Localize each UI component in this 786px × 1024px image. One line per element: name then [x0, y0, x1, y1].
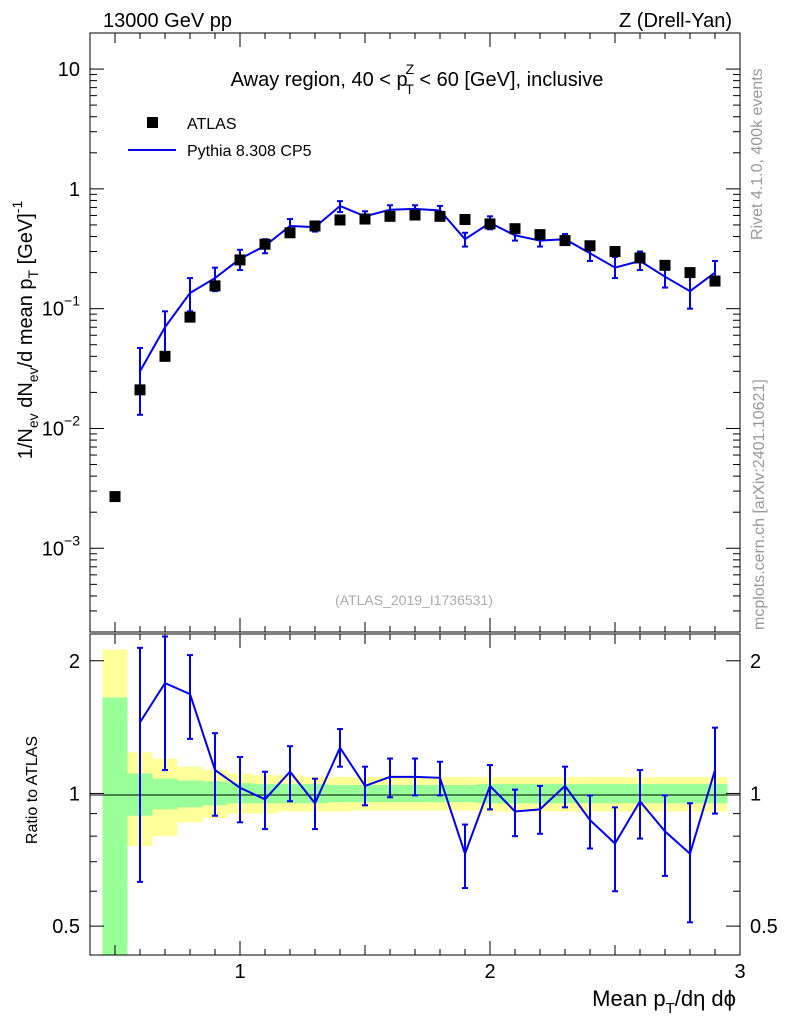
- mcplots-reference-label: mcplots.cern.ch [arXiv:2401.10621]: [751, 379, 768, 630]
- data-point-marker: [109, 491, 121, 503]
- x-tick-label: 2: [484, 961, 495, 983]
- main-y-axis-label: 1/Nev dNev/d mean pT [GeV]-1: [9, 201, 41, 460]
- ylabel-sub2: ev: [25, 367, 41, 382]
- data-point-marker: [434, 210, 446, 222]
- xlabel-sub1: T: [666, 1000, 675, 1017]
- ylabel-sub1: ev: [25, 413, 41, 428]
- data-point-marker: [509, 223, 521, 235]
- y-tick-label-exponent: −2: [64, 412, 80, 428]
- data-point-marker: [284, 227, 296, 239]
- main-plot-title: Away region, 40 < pZ T < 60 [GeV], inclus…: [231, 61, 604, 97]
- data-point-marker: [359, 213, 371, 225]
- uncertainty-band-inner: [652, 784, 678, 804]
- data-point-marker: [659, 259, 671, 271]
- data-point-marker: [159, 350, 171, 362]
- ratio-y-tick-label-right: 1: [750, 783, 761, 805]
- ratio-y-tick-label-right: 2: [750, 651, 761, 673]
- ratio-y-tick-label-left: 2: [69, 651, 80, 673]
- ratio-y-tick-label-right: 0.5: [750, 916, 778, 938]
- data-point-marker: [134, 384, 146, 396]
- data-point-marker: [484, 218, 496, 230]
- uncertainty-band-inner: [452, 785, 478, 803]
- uncertainty-band-inner: [677, 784, 703, 804]
- uncertainty-band-inner: [177, 780, 203, 808]
- ratio-panel: 0.5 0.5 1 1 2 2 1 2 3 Ratio to ATLAS Mean pT/dη …: [24, 633, 778, 1017]
- data-point-marker: [234, 254, 246, 266]
- uncertainty-band-inner: [327, 785, 353, 803]
- y-tick-label-exponent: −1: [64, 293, 80, 309]
- data-point-marker: [309, 220, 321, 232]
- ylabel-part4: [GeV]: [15, 213, 37, 270]
- data-point-marker: [259, 238, 271, 250]
- title-sub-t: T: [405, 81, 414, 97]
- ratio-y-tick-label-left: 1: [69, 783, 80, 805]
- title-sup-z: Z: [406, 61, 415, 77]
- rivet-version-label: Rivet 4.1.0, 400k events: [749, 68, 766, 240]
- y-tick-label-exponent: −3: [64, 532, 80, 548]
- legend-data-label: ATLAS: [187, 116, 237, 133]
- ratio-plot-frame: [89, 633, 741, 956]
- main-plot-frame: [89, 32, 741, 633]
- data-point-marker: [559, 235, 571, 247]
- xlabel-part1: Mean p: [592, 986, 665, 1011]
- x-tick-label: 3: [734, 961, 745, 983]
- y-tick-label: 10−2: [42, 412, 80, 440]
- data-point-marker: [709, 275, 721, 287]
- header-collision-label: 13000 GeV pp: [103, 10, 232, 32]
- data-point-marker: [334, 214, 346, 226]
- uncertainty-band-inner: [152, 778, 178, 810]
- ylabel-sub3: T: [25, 269, 41, 278]
- data-point-marker: [534, 229, 546, 241]
- y-tick-label: 10: [58, 59, 80, 81]
- xlabel-part2: /dη dϕ: [675, 986, 736, 1011]
- uncertainty-band-inner: [102, 697, 128, 955]
- data-point-marker: [609, 246, 621, 258]
- legend-mc-label: Pythia 8.308 CP5: [187, 143, 312, 160]
- uncertainty-band-inner: [602, 784, 628, 804]
- y-tick-label-base: 10: [42, 418, 64, 440]
- data-point-marker: [384, 210, 396, 222]
- ylabel-part3: /d mean p: [15, 278, 37, 367]
- title-part-post: < 60 [GeV], inclusive: [414, 69, 604, 91]
- ylabel-sup4: -1: [9, 201, 25, 214]
- ratio-y-axis-label: Ratio to ATLAS: [24, 736, 41, 844]
- ylabel-part2: dN: [15, 382, 37, 413]
- legend-data-marker: [147, 117, 158, 128]
- y-tick-label: 10−1: [42, 293, 80, 321]
- mc-series-line: [139, 204, 716, 372]
- y-tick-label: 10−3: [42, 532, 80, 560]
- ratio-y-tick-label-left: 0.5: [52, 916, 80, 938]
- data-point-marker: [459, 213, 471, 225]
- data-point-marker: [209, 280, 221, 292]
- data-point-marker: [184, 311, 196, 323]
- ratio-series-line: [139, 681, 716, 857]
- ratio-axis-ticks: 0.5 0.5 1 1 2 2 1 2 3: [52, 634, 778, 983]
- data-point-marker: [409, 209, 421, 221]
- data-point-marker: [634, 252, 646, 264]
- y-tick-label-base: 10: [58, 59, 80, 81]
- y-tick-label: 1: [69, 179, 80, 201]
- ylabel-part1: 1/N: [15, 428, 37, 459]
- data-point-marker: [584, 240, 596, 252]
- header-process-label: Z (Drell-Yan): [619, 10, 732, 32]
- x-tick-label: 1: [234, 961, 245, 983]
- uncertainty-band-inner: [577, 784, 603, 804]
- legend: ATLAS Pythia 8.308 CP5: [128, 116, 312, 160]
- data-point-marker: [684, 267, 696, 279]
- x-axis-label: Mean pT/dη dϕ: [592, 986, 736, 1017]
- y-tick-label-base: 1: [69, 179, 80, 201]
- y-tick-label-base: 10: [42, 538, 64, 560]
- y-tick-label-base: 10: [42, 299, 64, 321]
- title-part-pre: Away region, 40 < p: [231, 69, 408, 91]
- analysis-watermark: (ATLAS_2019_I1736531): [335, 592, 493, 608]
